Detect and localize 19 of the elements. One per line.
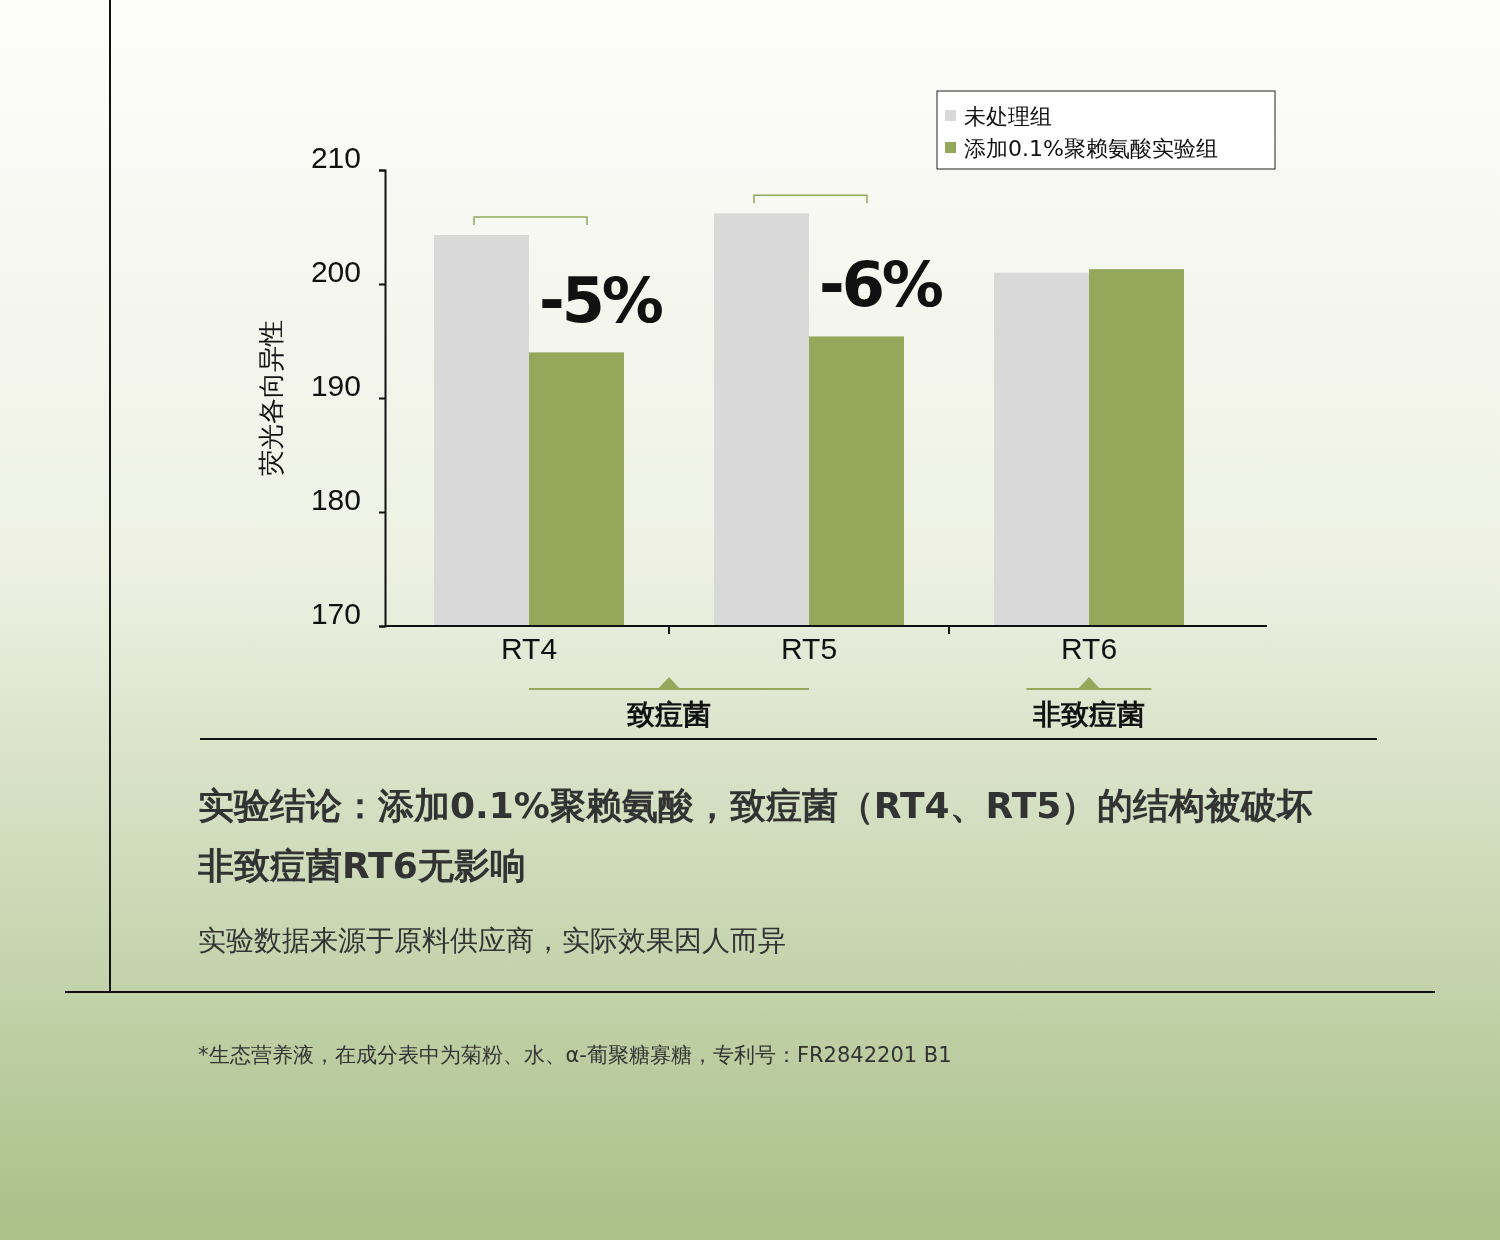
text: 非致痘菌	[1032, 698, 1145, 731]
text: 致痘菌	[626, 698, 711, 731]
annotation: -6%	[819, 248, 943, 322]
y-tick-label: 190	[310, 368, 361, 402]
text: 实验结论：添加0.1%聚赖氨酸，致痘菌（RT4、RT5）的结构被破坏	[198, 785, 1314, 826]
x-tick-label: RT5	[780, 632, 838, 666]
x-tick-label: RT6	[1060, 632, 1118, 666]
y-tick-label: 180	[310, 482, 361, 516]
legend-label: 添加0.1%聚赖氨酸实验组	[964, 136, 1218, 161]
y-tick-label: 210	[310, 140, 361, 174]
text: 实验数据来源于原料供应商，实际效果因人而异	[198, 924, 786, 957]
annotation: -5%	[539, 264, 663, 338]
text: 非致痘菌RT6无影响	[197, 845, 526, 886]
y-axis-title: 荧光各向异性	[256, 320, 286, 476]
legend-label: 未处理组	[964, 104, 1052, 129]
y-tick-label: 170	[310, 596, 361, 630]
y-tick-label: 200	[310, 254, 361, 288]
text: *生态营养液，在成分表中为菊粉、水、α-葡聚糖寡糖，专利号：FR2842201 B1	[198, 1043, 952, 1067]
x-tick-label: RT4	[500, 632, 558, 666]
